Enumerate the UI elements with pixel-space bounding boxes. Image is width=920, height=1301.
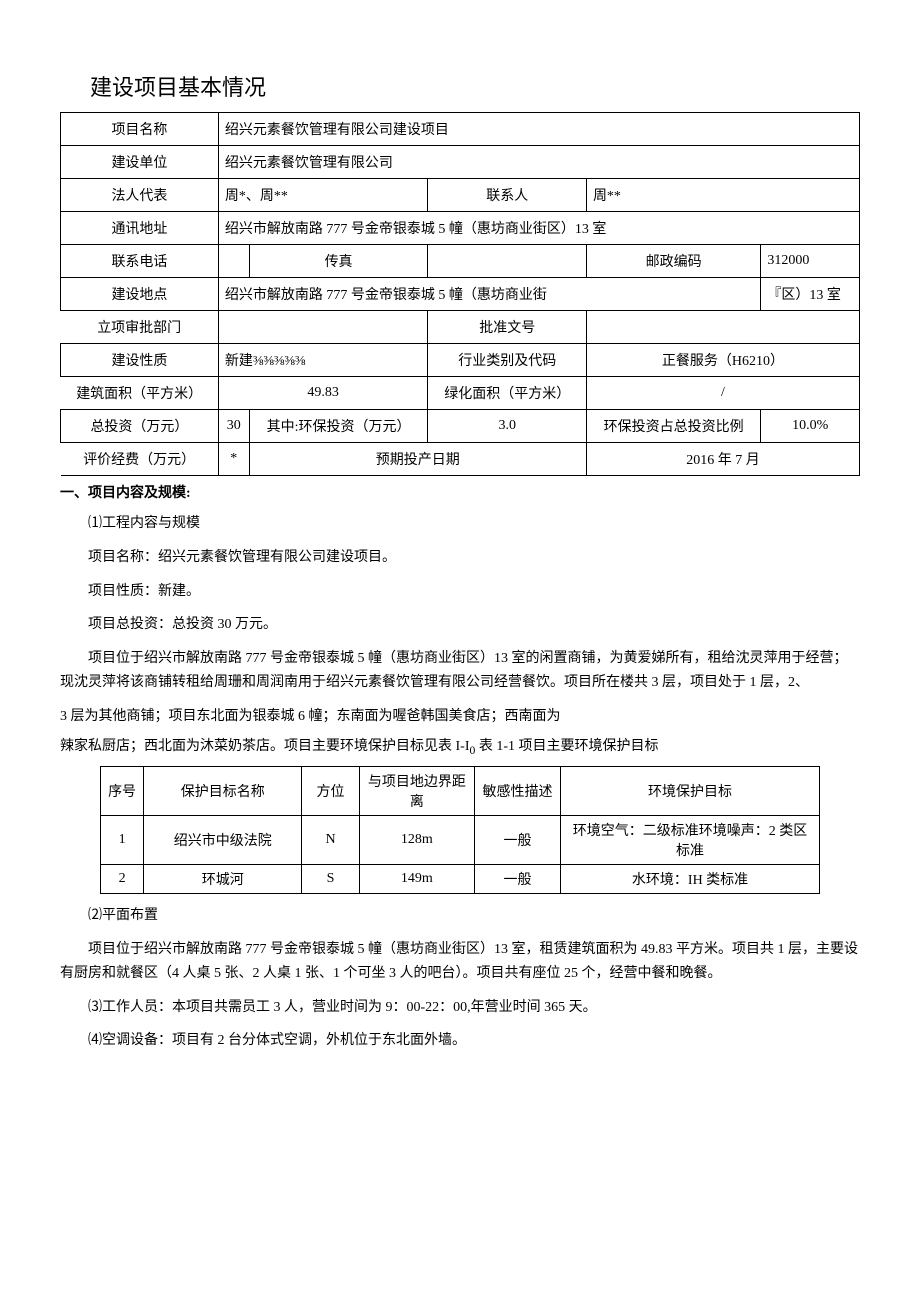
label-expected-date: 预期投产日期: [249, 443, 586, 476]
value-site-addr-b: 『区）13 室: [761, 278, 860, 311]
value-total-invest: 30: [218, 410, 249, 443]
label-eval-fee: 评价经费（万元）: [61, 443, 219, 476]
para-11: ⑷空调设备：项目有 2 台分体式空调，外机位于东北面外墙。: [60, 1029, 860, 1053]
th-goal: 环境保护目标: [561, 767, 820, 816]
label-contact: 联系人: [428, 179, 586, 212]
table-row: 建筑面积（平方米） 49.83 绿化面积（平方米） /: [61, 377, 860, 410]
value-legal-rep: 周*、周**: [218, 179, 428, 212]
value-contact: 周**: [586, 179, 859, 212]
value-address: 绍兴市解放南路 777 号金帝银泰城 5 幢（惠坊商业街区）13 室: [218, 212, 859, 245]
para-9: 项目位于绍兴市解放南路 777 号金帝银泰城 5 幢（惠坊商业街区）13 室，租…: [60, 938, 860, 986]
table-row: 总投资（万元） 30 其中:环保投资（万元） 3.0 环保投资占总投资比例 10…: [61, 410, 860, 443]
value-env-invest: 3.0: [428, 410, 586, 443]
value-build-area: 49.83: [218, 377, 428, 410]
value-eval-fee: *: [218, 443, 249, 476]
label-postcode: 邮政编码: [586, 245, 760, 278]
label-approval-dept: 立项审批部门: [61, 311, 219, 344]
cell: 1: [101, 816, 144, 865]
cell: 149m: [359, 865, 474, 894]
th-sens: 敏感性描述: [474, 767, 560, 816]
value-postcode: 312000: [761, 245, 860, 278]
para-4: 项目总投资：总投资 30 万元。: [60, 613, 860, 637]
para-1: ⑴工程内容与规模: [60, 512, 860, 536]
table-header-row: 序号 保护目标名称 方位 与项目地边界距离 敏感性描述 环境保护目标: [101, 767, 820, 816]
table-row: 建设地点 绍兴市解放南路 777 号金帝银泰城 5 幢（惠坊商业街 『区）13 …: [61, 278, 860, 311]
value-phone: [218, 245, 249, 278]
cell: 环城河: [144, 865, 302, 894]
table-row: 评价经费（万元） * 预期投产日期 2016 年 7 月: [61, 443, 860, 476]
label-env-ratio: 环保投资占总投资比例: [586, 410, 760, 443]
value-site-addr-a: 绍兴市解放南路 777 号金帝银泰城 5 幢（惠坊商业街: [218, 278, 760, 311]
value-approval-dept: [218, 311, 428, 344]
value-green-area: /: [586, 377, 859, 410]
cell: 绍兴市中级法院: [144, 816, 302, 865]
cell: N: [302, 816, 360, 865]
para-6: 3 层为其他商铺；项目东北面为银泰城 6 幢；东南面为喔爸韩国美食店；西南面为: [60, 705, 860, 729]
table-row: 2 环城河 S 149m 一般 水环境：IH 类标准: [101, 865, 820, 894]
cell: 一般: [474, 816, 560, 865]
label-construction-unit: 建设单位: [61, 146, 219, 179]
label-fax: 传真: [249, 245, 428, 278]
cell: 环境空气：二级标准环境噪声：2 类区标准: [561, 816, 820, 865]
table-row: 通讯地址 绍兴市解放南路 777 号金帝银泰城 5 幢（惠坊商业街区）13 室: [61, 212, 860, 245]
table-row: 立项审批部门 批准文号: [61, 311, 860, 344]
th-name: 保护目标名称: [144, 767, 302, 816]
th-seq: 序号: [101, 767, 144, 816]
label-env-invest: 其中:环保投资（万元）: [249, 410, 428, 443]
para-2: 项目名称：绍兴元素餐饮管理有限公司建设项目。: [60, 546, 860, 570]
label-phone: 联系电话: [61, 245, 219, 278]
value-expected-date: 2016 年 7 月: [586, 443, 859, 476]
table-row: 1 绍兴市中级法院 N 128m 一般 环境空气：二级标准环境噪声：2 类区标准: [101, 816, 820, 865]
label-build-area: 建筑面积（平方米）: [61, 377, 219, 410]
th-dist: 与项目地边界距离: [359, 767, 474, 816]
value-env-ratio: 10.0%: [761, 410, 860, 443]
value-industry: 正餐服务（H6210）: [586, 344, 859, 377]
para-7a: 辣家私厨店；西北面为沐菜奶茶店。项目主要环境保护目标见表 I-I: [60, 739, 470, 754]
para-10: ⑶工作人员：本项目共需员工 3 人，营业时间为 9：00-22：00,年营业时间…: [60, 996, 860, 1020]
label-site-addr: 建设地点: [61, 278, 219, 311]
cell: 128m: [359, 816, 474, 865]
para-7b: 表 1-1 项目主要环境保护目标: [475, 739, 658, 754]
value-construction-unit: 绍兴元素餐饮管理有限公司: [218, 146, 859, 179]
label-total-invest: 总投资（万元）: [61, 410, 219, 443]
para-8: ⑵平面布置: [60, 904, 860, 928]
label-approval-no: 批准文号: [428, 311, 586, 344]
para-7: 辣家私厨店；西北面为沐菜奶茶店。项目主要环境保护目标见表 I-I0 表 1-1 …: [60, 735, 860, 761]
page-title: 建设项目基本情况: [90, 70, 860, 102]
label-legal-rep: 法人代表: [61, 179, 219, 212]
table-row: 建设单位 绍兴元素餐饮管理有限公司: [61, 146, 860, 179]
table-row: 联系电话 传真 邮政编码 312000: [61, 245, 860, 278]
label-green-area: 绿化面积（平方米）: [428, 377, 586, 410]
value-project-name: 绍兴元素餐饮管理有限公司建设项目: [218, 113, 859, 146]
value-fax: [428, 245, 586, 278]
value-approval-no: [586, 311, 859, 344]
cell: S: [302, 865, 360, 894]
th-dir: 方位: [302, 767, 360, 816]
value-nature: 新建⅜⅜⅜⅜⅜: [218, 344, 428, 377]
table-row: 建设性质 新建⅜⅜⅜⅜⅜ 行业类别及代码 正餐服务（H6210）: [61, 344, 860, 377]
section1-heading: 一、项目内容及规模:: [60, 482, 860, 502]
label-address: 通讯地址: [61, 212, 219, 245]
table-row: 法人代表 周*、周** 联系人 周**: [61, 179, 860, 212]
table-row: 项目名称 绍兴元素餐饮管理有限公司建设项目: [61, 113, 860, 146]
label-project-name: 项目名称: [61, 113, 219, 146]
cell: 水环境：IH 类标准: [561, 865, 820, 894]
para-3: 项目性质：新建。: [60, 580, 860, 604]
targets-table: 序号 保护目标名称 方位 与项目地边界距离 敏感性描述 环境保护目标 1 绍兴市…: [100, 766, 820, 894]
cell: 2: [101, 865, 144, 894]
label-nature: 建设性质: [61, 344, 219, 377]
label-industry: 行业类别及代码: [428, 344, 586, 377]
cell: 一般: [474, 865, 560, 894]
basic-info-table: 项目名称 绍兴元素餐饮管理有限公司建设项目 建设单位 绍兴元素餐饮管理有限公司 …: [60, 112, 860, 476]
para-5: 项目位于绍兴市解放南路 777 号金帝银泰城 5 幢（惠坊商业街区）13 室的闲…: [60, 647, 860, 695]
